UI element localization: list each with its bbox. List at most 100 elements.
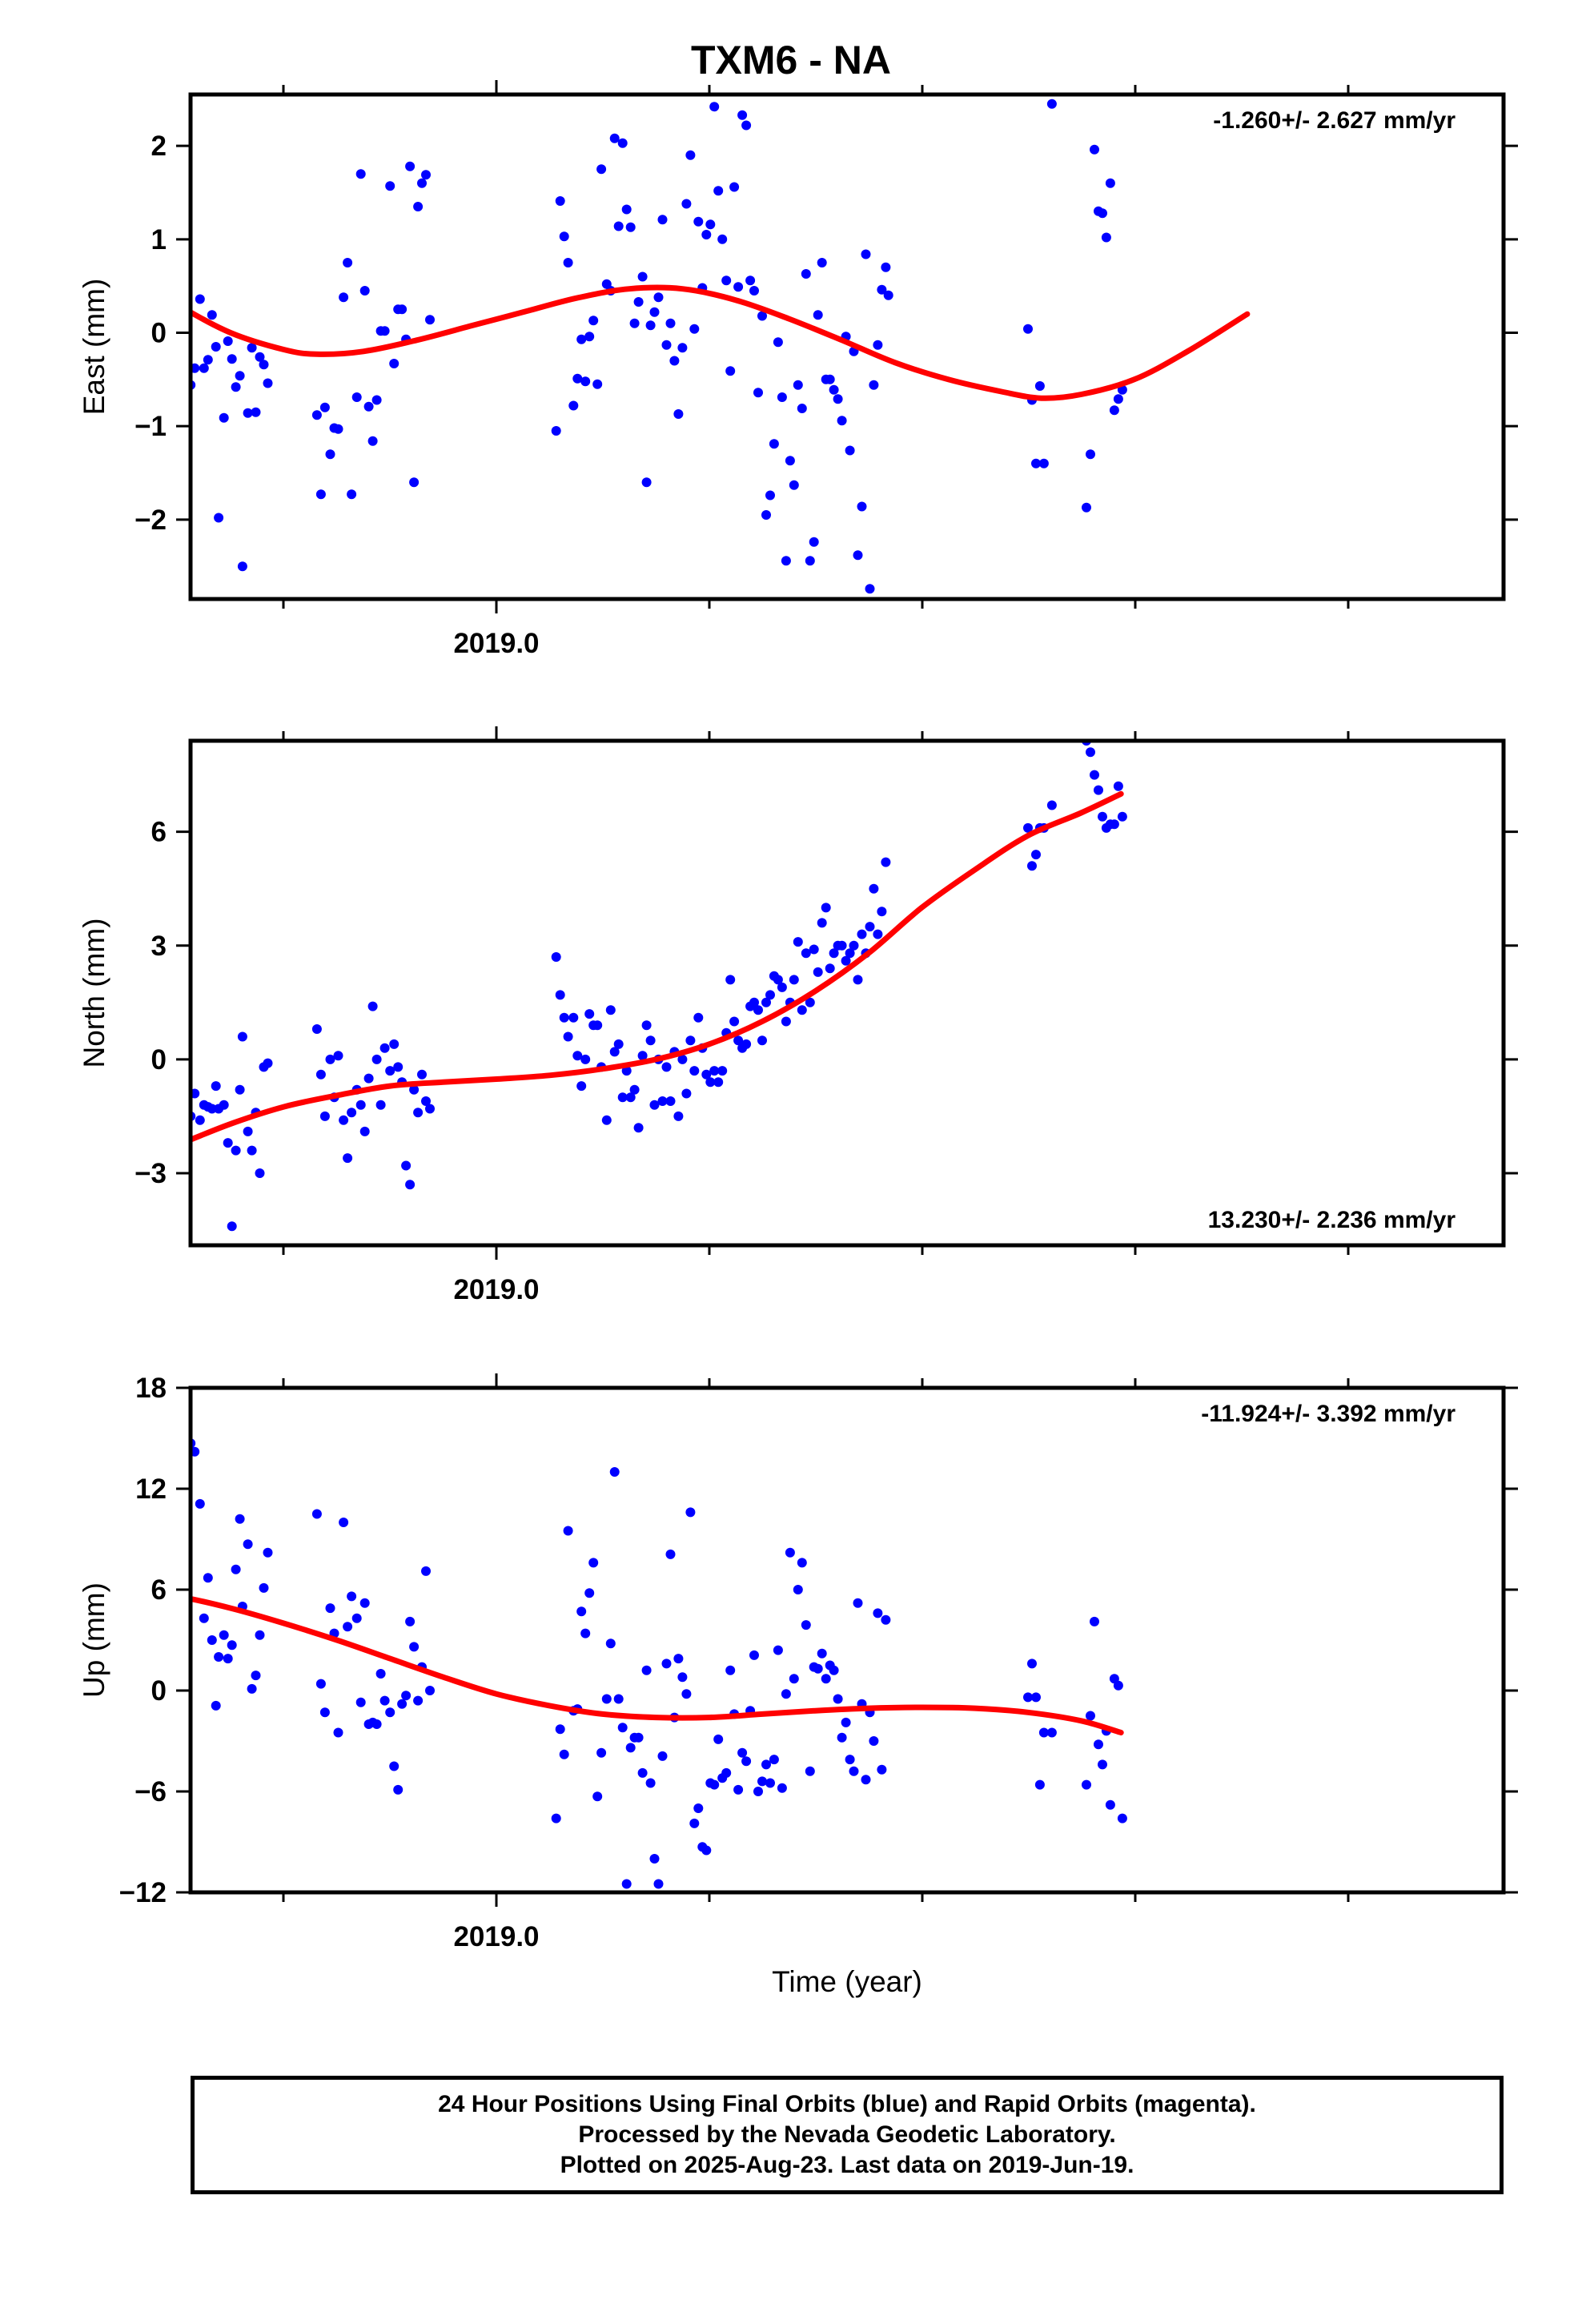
- data-point: [749, 997, 759, 1007]
- data-point: [625, 1743, 636, 1753]
- data-point: [693, 1012, 704, 1023]
- data-point: [617, 1092, 628, 1103]
- data-point: [119, 1070, 129, 1080]
- data-point: [757, 1035, 767, 1046]
- data-point: [729, 182, 740, 192]
- data-point: [359, 286, 370, 296]
- data-point: [170, 287, 179, 297]
- footer-line-2: Processed by the Nevada Geodetic Laborat…: [578, 2121, 1116, 2148]
- data-point: [881, 262, 891, 272]
- data-point: [251, 1671, 261, 1681]
- data-point: [135, 183, 144, 193]
- data-point: [247, 1145, 257, 1156]
- data-point: [829, 384, 839, 395]
- data-point: [405, 161, 416, 171]
- data-point: [325, 1603, 335, 1614]
- data-point: [355, 1100, 366, 1110]
- data-point: [853, 1598, 863, 1608]
- data-point: [584, 332, 595, 342]
- y-tick-label: 12: [135, 1474, 167, 1505]
- data-point: [150, 199, 159, 209]
- data-point: [605, 1005, 616, 1015]
- data-point: [135, 1142, 144, 1152]
- data-point: [178, 1498, 187, 1507]
- data-point: [126, 225, 136, 235]
- data-point: [596, 164, 607, 175]
- data-point: [609, 133, 620, 143]
- data-point: [733, 1035, 744, 1046]
- data-point: [371, 1719, 382, 1729]
- data-point: [311, 1024, 322, 1034]
- data-point: [1109, 819, 1119, 830]
- data-point: [191, 1088, 200, 1099]
- data-point: [325, 449, 335, 460]
- data-point: [559, 1012, 569, 1023]
- data-point: [857, 501, 867, 512]
- data-point: [821, 903, 831, 913]
- data-point: [580, 376, 591, 387]
- data-point: [877, 1764, 887, 1775]
- data-point: [883, 290, 893, 300]
- data-point: [576, 334, 587, 344]
- up-panel: −12 −6 0 6 12 18 2019.0 Up (mm) -11.924+/- 3.392…: [78, 1373, 1518, 1952]
- data-point: [1023, 324, 1033, 334]
- data-point: [385, 1066, 396, 1076]
- x-tick-label: 2019.0: [453, 628, 539, 659]
- data-point: [237, 561, 247, 572]
- data-point: [701, 1069, 712, 1080]
- data-point: [753, 1787, 763, 1796]
- data-point: [417, 1069, 427, 1080]
- data-point: [797, 1005, 807, 1015]
- data-point: [1023, 822, 1033, 833]
- data-point: [247, 1683, 257, 1694]
- data-point: [665, 1549, 676, 1559]
- data-point: [645, 1035, 656, 1046]
- y-tick-label: −1: [135, 411, 167, 442]
- data-point: [677, 343, 688, 353]
- data-point: [174, 1551, 183, 1561]
- data-point: [375, 1669, 386, 1679]
- data-point: [333, 424, 343, 434]
- data-point: [1109, 405, 1119, 416]
- data-point: [421, 1096, 431, 1106]
- data-point: [199, 1613, 209, 1623]
- data-point: [797, 1558, 807, 1568]
- data-point: [837, 940, 847, 951]
- y-tick-label: 2: [151, 131, 167, 162]
- data-point: [665, 318, 676, 328]
- data-point: [162, 97, 171, 107]
- data-point: [637, 1767, 648, 1778]
- data-point: [413, 202, 424, 211]
- data-point: [781, 1689, 791, 1699]
- data-point: [203, 355, 213, 365]
- data-point: [219, 1630, 229, 1640]
- data-point: [166, 323, 175, 332]
- data-point: [877, 284, 887, 295]
- data-point: [777, 1783, 787, 1793]
- data-point: [861, 1775, 871, 1785]
- data-point: [841, 955, 851, 966]
- data-point: [389, 1761, 400, 1771]
- data-point: [709, 102, 720, 112]
- data-point: [207, 1104, 217, 1114]
- data-point: [343, 1153, 353, 1164]
- data-point: [845, 948, 855, 959]
- data-point: [625, 222, 636, 232]
- data-point: [837, 1732, 847, 1743]
- data-point: [1082, 502, 1091, 513]
- data-point: [633, 297, 644, 307]
- data-point: [1090, 770, 1099, 780]
- data-point: [833, 394, 843, 404]
- data-point: [689, 1818, 700, 1828]
- data-point: [1090, 144, 1099, 155]
- y-tick-label: −6: [135, 1776, 167, 1807]
- data-point: [789, 975, 799, 985]
- data-point: [1038, 1727, 1049, 1738]
- data-point: [809, 944, 819, 955]
- data-point: [773, 975, 783, 985]
- data-point: [1098, 811, 1107, 822]
- data-point: [122, 1669, 132, 1679]
- data-point: [393, 1784, 404, 1795]
- data-point: [207, 1635, 217, 1645]
